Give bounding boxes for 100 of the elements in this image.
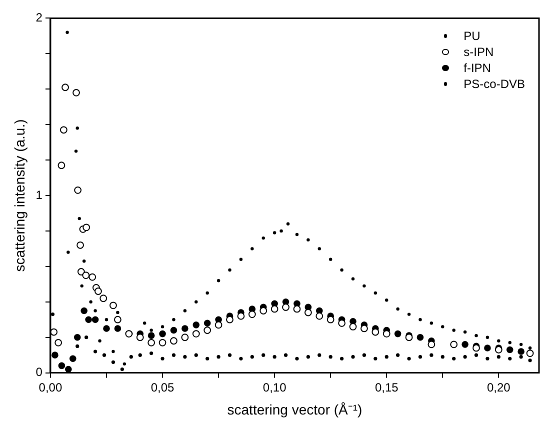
point: [82, 260, 86, 263]
point: [528, 346, 532, 350]
point: [508, 356, 512, 360]
point: [93, 350, 98, 354]
point: [192, 330, 200, 338]
point: [170, 326, 178, 334]
point: [474, 353, 478, 357]
point: [497, 339, 500, 342]
point: [405, 334, 413, 342]
legend-label: f-IPN: [464, 60, 491, 76]
point: [88, 273, 96, 281]
point: [328, 355, 332, 359]
point: [270, 305, 278, 313]
point: [159, 330, 166, 338]
point: [183, 309, 187, 312]
point: [148, 332, 155, 339]
point: [430, 353, 434, 357]
point: [396, 307, 400, 311]
point: [142, 322, 146, 325]
point: [306, 355, 310, 359]
point: [206, 356, 210, 360]
point: [248, 310, 256, 318]
point: [60, 126, 68, 134]
point: [172, 318, 176, 322]
x-axis-title: scattering vector (Å⁻¹): [227, 401, 362, 418]
point: [262, 236, 265, 240]
point: [216, 279, 220, 282]
point: [74, 334, 81, 341]
point: [372, 328, 380, 336]
point: [360, 324, 368, 332]
point: [183, 355, 187, 359]
point: [110, 302, 117, 310]
point: [250, 247, 254, 250]
point: [160, 356, 164, 360]
point: [452, 328, 456, 332]
point: [508, 341, 512, 344]
point: [286, 222, 290, 226]
point: [76, 241, 84, 249]
point: [418, 355, 422, 359]
point: [351, 355, 355, 359]
point: [120, 367, 124, 372]
point: [78, 216, 81, 220]
point: [272, 355, 276, 359]
point: [94, 288, 102, 295]
point: [148, 338, 156, 346]
point: [441, 325, 444, 328]
point: [239, 258, 243, 261]
point: [194, 353, 198, 357]
point: [340, 356, 344, 360]
point: [58, 162, 66, 170]
point: [74, 150, 78, 153]
y-axis-title: scattering intensity (a.u.): [11, 119, 28, 272]
point: [216, 355, 220, 359]
point: [385, 298, 388, 302]
point: [204, 320, 211, 327]
point: [52, 352, 58, 358]
point: [428, 340, 436, 348]
point: [50, 312, 55, 316]
point: [80, 307, 88, 314]
point: [72, 88, 80, 96]
point: [519, 355, 523, 359]
y-tick-label: 1: [36, 188, 43, 202]
point: [76, 126, 79, 130]
point: [362, 284, 366, 288]
point: [340, 268, 344, 272]
legend-label: PU: [464, 28, 480, 44]
point: [98, 339, 102, 342]
point: [250, 355, 254, 359]
point: [463, 355, 467, 359]
point: [58, 362, 66, 370]
point: [54, 338, 62, 346]
point: [182, 325, 188, 332]
point: [272, 231, 276, 234]
x-tick-label: 0,20: [486, 380, 511, 394]
point: [349, 323, 357, 330]
point: [136, 334, 144, 342]
point: [80, 284, 84, 288]
point: [204, 326, 212, 334]
point: [318, 353, 322, 357]
point: [102, 353, 106, 357]
point: [104, 318, 108, 322]
point: [92, 316, 99, 324]
point: [170, 337, 178, 345]
point: [351, 277, 355, 280]
point: [66, 30, 69, 34]
point: [172, 353, 176, 357]
point: [260, 307, 268, 314]
point: [181, 334, 189, 342]
point: [77, 268, 85, 276]
point: [262, 353, 266, 357]
point: [122, 362, 126, 366]
legend-label: PS-co-DVB: [464, 76, 525, 92]
point: [129, 355, 133, 359]
point: [158, 338, 166, 346]
point: [228, 268, 232, 272]
point: [111, 360, 116, 364]
point: [69, 355, 76, 362]
point: [65, 366, 72, 373]
point: [112, 350, 115, 354]
point: [50, 328, 58, 336]
